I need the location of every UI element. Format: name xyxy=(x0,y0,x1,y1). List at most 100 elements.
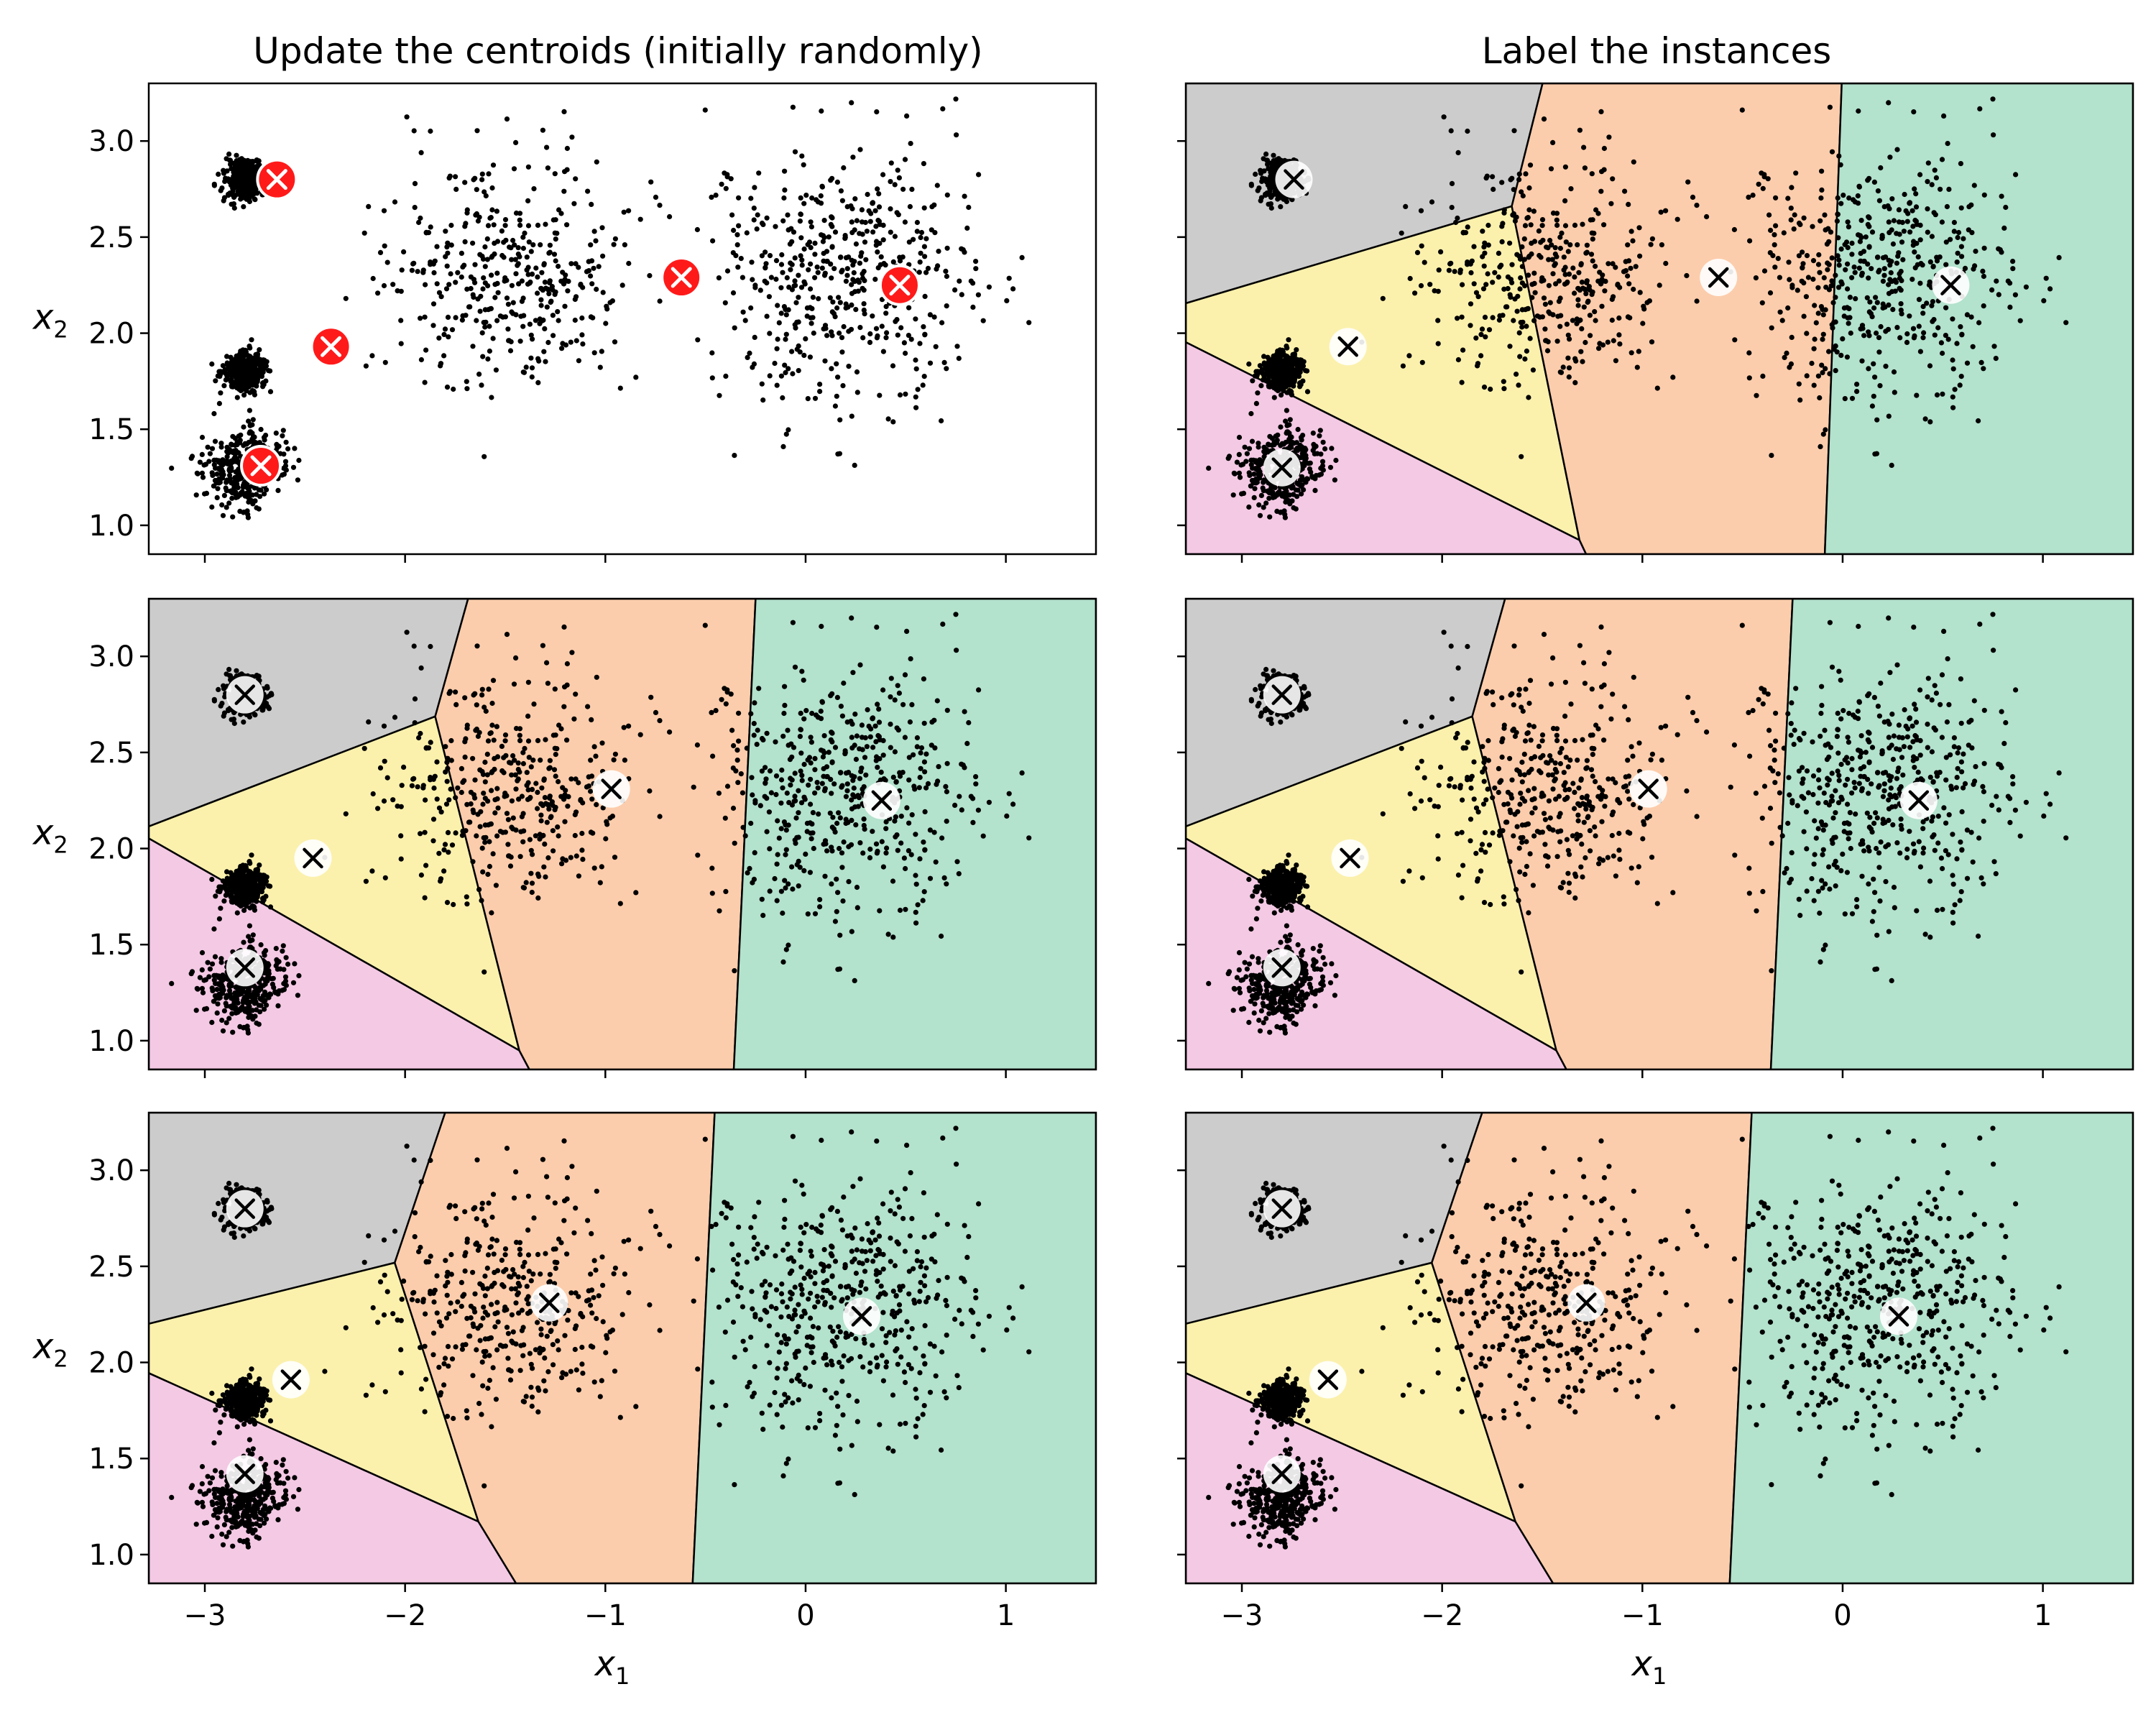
data-point xyxy=(1419,359,1425,365)
data-point xyxy=(241,392,247,398)
data-point xyxy=(1996,292,2001,298)
data-point xyxy=(1981,245,1987,251)
data-point xyxy=(398,288,404,294)
data-point xyxy=(1562,264,1568,270)
data-point xyxy=(1480,229,1485,234)
data-point xyxy=(849,100,854,106)
data-point xyxy=(1468,270,1474,276)
data-point xyxy=(1511,128,1517,134)
centroid-cross xyxy=(1284,169,1304,190)
data-point xyxy=(789,349,795,354)
data-point xyxy=(810,295,816,300)
data-point xyxy=(1273,387,1279,392)
data-point xyxy=(538,297,544,303)
data-point xyxy=(1266,442,1272,448)
data-point xyxy=(1320,467,1326,473)
data-point xyxy=(791,283,797,289)
data-point xyxy=(522,230,528,236)
data-point xyxy=(1610,261,1616,267)
data-point xyxy=(722,170,727,176)
data-point xyxy=(1971,183,1977,188)
data-point xyxy=(249,903,255,909)
data-point xyxy=(1278,353,1284,359)
data-point xyxy=(537,316,543,322)
data-point xyxy=(875,249,880,255)
data-point xyxy=(525,223,532,229)
data-point xyxy=(214,472,220,477)
data-point xyxy=(1333,457,1339,464)
data-point xyxy=(1628,350,1634,356)
data-point xyxy=(1248,410,1254,417)
data-point xyxy=(1887,262,1893,268)
data-point xyxy=(822,358,828,364)
data-point xyxy=(1263,364,1268,369)
data-point xyxy=(1271,362,1276,368)
data-point xyxy=(547,280,553,286)
data-point xyxy=(1452,269,1457,275)
data-point xyxy=(812,275,818,280)
data-point xyxy=(1543,338,1549,344)
data-point xyxy=(280,472,285,478)
data-point xyxy=(1845,244,1851,251)
data-point xyxy=(925,265,931,271)
data-point xyxy=(2001,225,2007,231)
data-point xyxy=(218,390,224,396)
data-point xyxy=(1585,298,1591,304)
data-point xyxy=(1935,325,1941,331)
data-point xyxy=(1898,301,1904,307)
data-point xyxy=(1866,366,1871,372)
data-point xyxy=(494,318,500,323)
data-point xyxy=(709,375,715,381)
data-point xyxy=(1492,270,1498,275)
data-point xyxy=(443,229,448,234)
data-point xyxy=(237,184,244,190)
data-point xyxy=(1913,204,1920,210)
data-point xyxy=(229,376,234,382)
data-point xyxy=(1465,224,1470,230)
data-point xyxy=(370,275,376,282)
centroid-cross xyxy=(671,267,692,288)
data-point xyxy=(1853,296,1858,302)
data-point xyxy=(1256,441,1261,446)
data-point xyxy=(896,175,902,180)
data-point xyxy=(1782,354,1787,360)
data-point xyxy=(750,364,755,370)
data-point xyxy=(1293,370,1299,377)
data-point xyxy=(1266,201,1271,207)
data-point xyxy=(1588,333,1593,339)
data-point xyxy=(446,175,452,181)
data-point xyxy=(879,297,885,303)
data-point xyxy=(535,356,541,362)
data-point xyxy=(555,309,561,315)
data-point xyxy=(1468,261,1473,267)
data-point xyxy=(543,221,548,227)
data-point xyxy=(837,330,842,336)
data-point xyxy=(412,205,418,211)
data-point xyxy=(1539,223,1545,229)
data-point xyxy=(474,128,480,134)
data-point xyxy=(1886,219,1892,225)
data-point xyxy=(1993,356,1999,362)
data-point xyxy=(883,303,889,310)
data-point xyxy=(488,215,494,221)
data-point xyxy=(470,292,476,298)
data-point xyxy=(783,336,788,342)
data-point xyxy=(1933,175,1939,180)
data-point xyxy=(283,467,289,473)
data-point xyxy=(247,408,252,413)
data-point xyxy=(445,240,451,246)
data-point xyxy=(1261,168,1267,174)
data-point xyxy=(749,259,755,265)
data-point xyxy=(1465,128,1470,134)
data-point xyxy=(829,366,834,372)
data-point xyxy=(1912,249,1917,255)
data-point xyxy=(1747,238,1753,244)
data-point xyxy=(1925,229,1930,235)
data-point xyxy=(428,128,433,134)
data-point xyxy=(1959,254,1965,259)
data-point xyxy=(1927,419,1933,425)
data-point xyxy=(545,165,551,171)
data-point xyxy=(1815,310,1821,316)
data-point xyxy=(1582,165,1588,171)
data-point xyxy=(1512,296,1518,302)
